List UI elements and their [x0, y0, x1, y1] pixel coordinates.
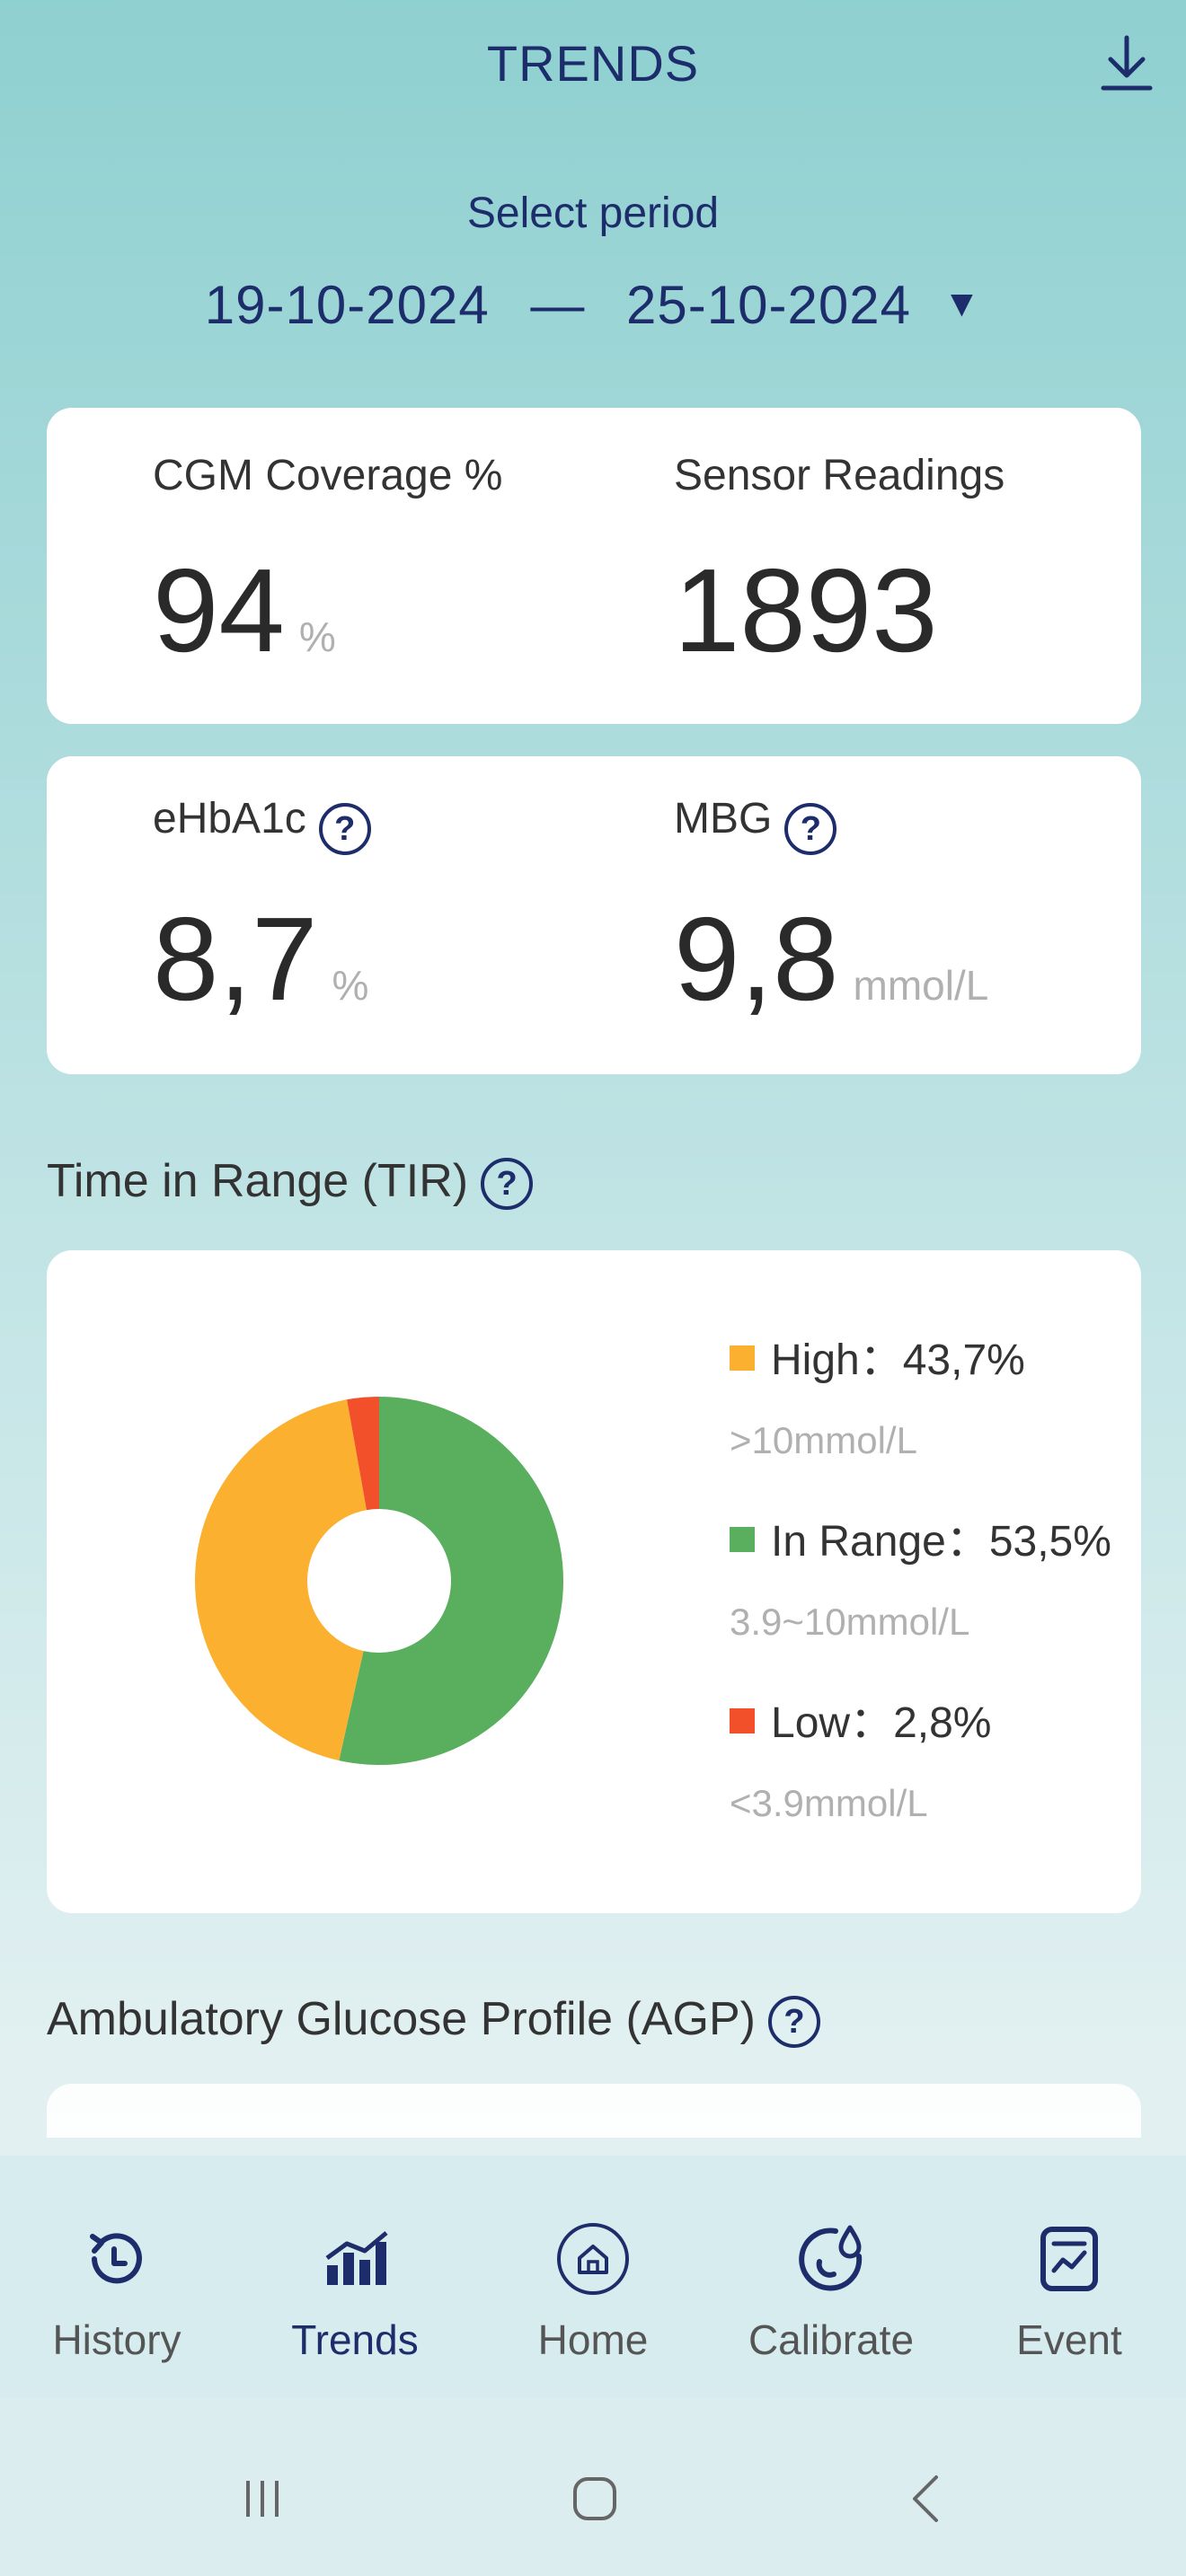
nav-calibrate[interactable]: Calibrate	[723, 2219, 939, 2364]
event-icon	[1040, 2227, 1098, 2291]
nav-event[interactable]: Event	[961, 2219, 1177, 2364]
legend-swatch-low	[730, 1708, 755, 1734]
help-icon[interactable]: ?	[481, 1158, 534, 1211]
nav-trends-label: Trends	[291, 2316, 419, 2363]
ehba1c-label: eHbA1c	[153, 795, 306, 842]
legend-swatch-high	[730, 1345, 755, 1371]
legend-in-range-range: 3.9~10mmol/L	[730, 1601, 970, 1643]
tir-donut-chart	[194, 1397, 563, 1765]
nav-home-label: Home	[537, 2316, 649, 2363]
period-selector[interactable]: 19-10-2024 — 25-10-2024 ▼	[0, 274, 1186, 336]
ehba1c-metric: eHbA1c?	[153, 794, 371, 855]
cgm-coverage-unit: %	[298, 613, 336, 660]
legend-low: Low：2,8% <3.9mmol/L	[730, 1687, 1111, 1825]
help-icon[interactable]: ?	[784, 802, 837, 855]
help-icon[interactable]: ?	[318, 802, 371, 855]
nav-calibrate-label: Calibrate	[748, 2316, 915, 2363]
legend-high-value: 43,7%	[902, 1337, 1025, 1384]
agp-title: Ambulatory Glucose Profile (AGP)	[47, 1993, 756, 2045]
history-icon	[90, 2233, 142, 2284]
help-icon[interactable]: ?	[767, 1996, 820, 2049]
legend-high-range: >10mmol/L	[730, 1419, 917, 1461]
home-button-icon[interactable]	[559, 2463, 631, 2535]
period-start: 19-10-2024	[204, 275, 490, 335]
tir-card: High：43,7% >10mmol/L In Range：53,5% 3.9~…	[47, 1250, 1141, 1913]
nav-history[interactable]: History	[9, 2219, 225, 2364]
period-end: 25-10-2024	[626, 275, 911, 335]
period-separator: —	[530, 275, 586, 335]
bottom-nav	[0, 2156, 1186, 2398]
calibrate-icon	[799, 2225, 863, 2291]
agp-card	[47, 2084, 1141, 2138]
tir-section-title: Time in Range (TIR)?	[47, 1154, 534, 1211]
page-title: TRENDS	[486, 35, 700, 92]
tir-legend: High：43,7% >10mmol/L In Range：53,5% 3.9~…	[730, 1324, 1111, 1825]
cgm-coverage-value: 94	[153, 544, 285, 676]
slice-in-range	[339, 1397, 563, 1765]
coverage-card: CGM Coverage % 94% Sensor Readings 1893	[47, 408, 1141, 724]
sensor-readings-value: 1893	[674, 544, 938, 676]
mbg-value: 9,8	[674, 893, 839, 1025]
sensor-readings-metric: Sensor Readings	[674, 451, 1005, 500]
ehba1c-unit: %	[332, 962, 369, 1009]
legend-high-label: High：	[771, 1337, 903, 1384]
back-icon[interactable]	[891, 2463, 963, 2535]
legend-low-range: <3.9mmol/L	[730, 1782, 928, 1824]
nav-history-label: History	[52, 2316, 181, 2363]
legend-low-value: 2,8%	[893, 1699, 992, 1747]
trends-icon	[325, 2231, 388, 2285]
sensor-readings-label: Sensor Readings	[674, 452, 1005, 499]
legend-in-range-label: In Range：	[771, 1518, 989, 1566]
select-period-label: Select period	[466, 190, 720, 237]
nav-trends[interactable]: Trends	[247, 2219, 463, 2364]
cgm-coverage-metric: CGM Coverage %	[153, 451, 502, 500]
glucose-stats-card: eHbA1c? 8,7% MBG? 9,8 mmol/L	[47, 756, 1141, 1074]
header: TRENDS	[0, 0, 1186, 135]
legend-in-range-value: 53,5%	[988, 1518, 1111, 1566]
caret-down-icon: ▼	[943, 282, 982, 324]
mbg-metric: MBG?	[674, 794, 837, 855]
legend-in-range: In Range：53,5% 3.9~10mmol/L	[730, 1505, 1111, 1644]
cgm-coverage-label: CGM Coverage %	[153, 452, 503, 499]
nav-event-label: Event	[1016, 2316, 1122, 2363]
tir-title: Time in Range (TIR)	[47, 1155, 469, 1207]
system-nav-bar	[0, 2398, 1186, 2576]
slice-high	[194, 1399, 367, 1761]
download-icon[interactable]	[1098, 32, 1155, 95]
agp-section-title: Ambulatory Glucose Profile (AGP)?	[47, 1992, 820, 2049]
legend-high: High：43,7% >10mmol/L	[730, 1324, 1111, 1462]
mbg-label: MBG	[674, 795, 773, 842]
slice-low	[347, 1397, 379, 1511]
ehba1c-value: 8,7	[153, 893, 318, 1025]
legend-low-label: Low：	[771, 1699, 894, 1747]
recent-apps-icon[interactable]	[226, 2463, 298, 2535]
mbg-unit: mmol/L	[853, 962, 989, 1009]
home-icon	[557, 2223, 629, 2295]
nav-home[interactable]: Home	[485, 2219, 701, 2364]
legend-swatch-in-range	[730, 1527, 755, 1552]
